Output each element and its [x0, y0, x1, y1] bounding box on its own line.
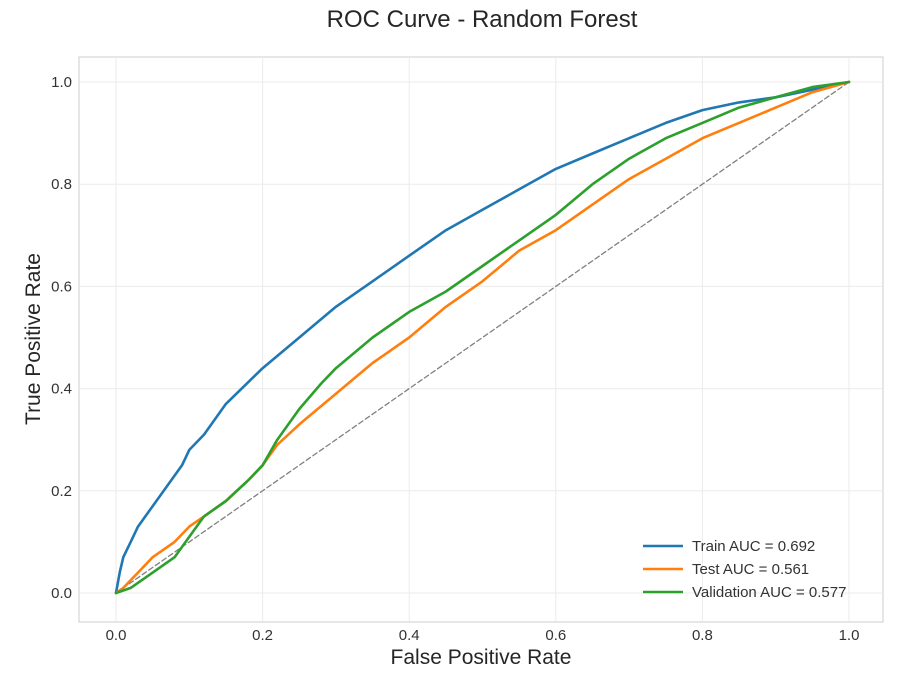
x-tick-label: 0.6: [545, 627, 566, 644]
series-line-train: [114, 80, 851, 595]
legend: Train AUC = 0.692 Test AUC = 0.561 Validat…: [643, 538, 846, 601]
y-tick-labels: 0.0 0.2 0.4 0.6 0.8 1.0: [51, 74, 72, 602]
chart-title: ROC Curve - Random Forest: [326, 6, 638, 33]
series-line-test: [114, 80, 851, 595]
legend-label: Test AUC = 0.561: [692, 561, 809, 578]
x-axis-label: False Positive Rate: [391, 646, 572, 669]
y-tick-label: 0.8: [51, 176, 72, 193]
y-tick-label: 0.0: [51, 585, 72, 602]
chance-diagonal-line: [115, 81, 850, 594]
x-tick-label: 0.4: [399, 627, 420, 644]
y-axis-label: True Positive Rate: [22, 253, 45, 425]
x-tick-label: 1.0: [839, 627, 860, 644]
legend-label: Train AUC = 0.692: [692, 538, 815, 555]
grid: [79, 57, 883, 622]
legend-label: Validation AUC = 0.577: [692, 584, 846, 601]
x-tick-label: 0.8: [692, 627, 713, 644]
series-line-validation: [114, 80, 851, 595]
y-tick-label: 0.2: [51, 483, 72, 500]
y-tick-label: 0.4: [51, 381, 72, 398]
y-tick-label: 0.6: [51, 278, 72, 295]
x-tick-label: 0.2: [252, 627, 273, 644]
y-tick-label: 1.0: [51, 74, 72, 91]
series-lines: [114, 80, 851, 595]
x-tick-labels: 0.0 0.2 0.4 0.6 0.8 1.0: [106, 627, 860, 644]
x-tick-label: 0.0: [106, 627, 127, 644]
